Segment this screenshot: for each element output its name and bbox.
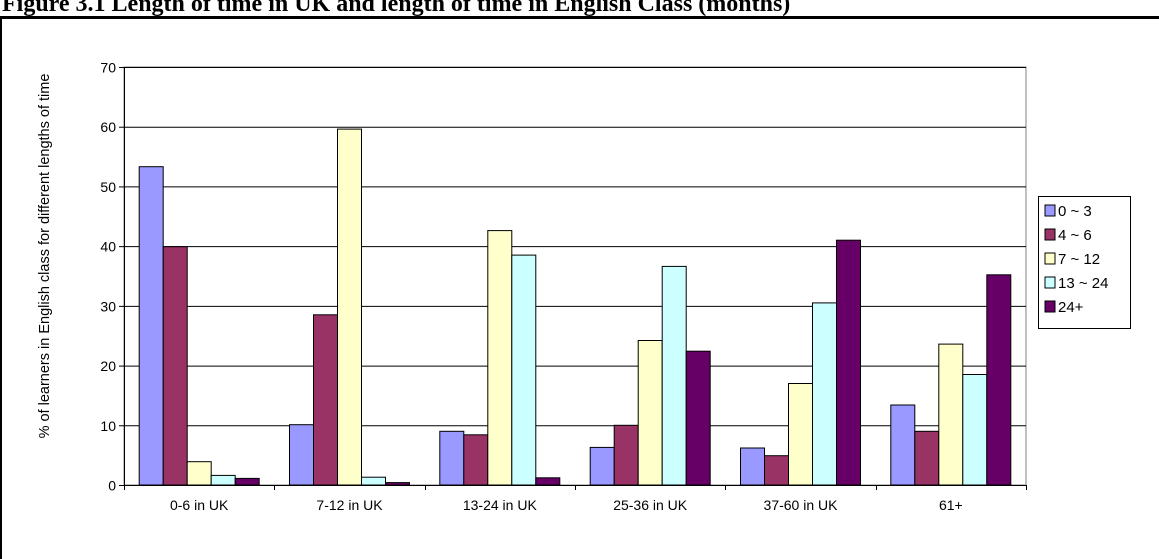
legend-swatch <box>1044 276 1056 289</box>
bar <box>337 128 362 486</box>
bar <box>661 265 687 486</box>
bar <box>685 350 711 486</box>
bar <box>740 447 765 486</box>
y-tick-label: 60 <box>100 119 116 135</box>
legend-swatch <box>1044 228 1056 241</box>
plot-background <box>123 66 1027 486</box>
x-tick-label: 7-12 in UK <box>316 497 383 513</box>
x-tick-label: 37-60 in UK <box>764 497 839 513</box>
bars <box>138 128 1012 486</box>
x-tick-label: 13-24 in UK <box>463 497 538 513</box>
bar <box>938 343 964 486</box>
bar <box>986 274 1012 486</box>
bar <box>361 476 386 486</box>
bar-chart: 0 10 20 30 40 50 60 70 0-6 in UK 7-12 in UK 13-24… <box>37 60 1131 513</box>
x-axis-ticks: 0-6 in UK 7-12 in UK 13-24 in UK 25-36 in U… <box>124 485 1027 513</box>
bar <box>890 404 916 486</box>
bar <box>535 477 561 486</box>
bar <box>812 302 837 486</box>
y-tick-label: 70 <box>100 60 116 76</box>
bar <box>962 374 988 486</box>
bar <box>613 424 639 486</box>
legend-swatch <box>1044 300 1056 313</box>
bar <box>439 430 465 486</box>
y-tick-label: 40 <box>100 239 116 255</box>
x-tick-label: 0-6 in UK <box>170 497 229 513</box>
bar <box>186 461 212 486</box>
legend-label: 7 ~ 12 <box>1058 251 1100 268</box>
y-tick-label: 30 <box>100 298 116 314</box>
bar <box>914 430 940 486</box>
bar <box>210 474 236 486</box>
bar <box>764 455 789 486</box>
bar <box>385 482 410 486</box>
bar <box>162 246 188 486</box>
y-axis-label: % of learners in English class for diffe… <box>37 74 53 439</box>
x-tick-label: 25-36 in UK <box>613 497 688 513</box>
y-tick-label: 50 <box>100 179 116 195</box>
y-tick-label: 20 <box>100 358 116 374</box>
y-tick-label: 0 <box>108 478 116 494</box>
bar <box>589 446 615 486</box>
bar <box>463 434 489 486</box>
legend-label: 24+ <box>1058 299 1084 316</box>
y-axis-ticks: 0 10 20 30 40 50 60 70 <box>100 60 124 494</box>
figure-title: Figure 3.1 Length of time in UK and leng… <box>2 0 791 17</box>
bar <box>138 166 164 486</box>
bar <box>788 383 813 486</box>
bar <box>487 230 513 486</box>
x-tick-label: 61+ <box>939 497 963 513</box>
legend-label: 0 ~ 3 <box>1058 203 1092 220</box>
chart-frame: 0 10 20 30 40 50 60 70 0-6 in UK 7-12 in UK 13-24… <box>0 16 1159 559</box>
legend-swatch <box>1044 204 1056 217</box>
bar <box>313 314 338 486</box>
bar <box>637 340 663 486</box>
y-tick-label: 10 <box>100 418 116 434</box>
bar <box>289 424 314 486</box>
bar <box>234 477 260 486</box>
legend-label: 13 ~ 24 <box>1058 275 1108 292</box>
legend-label: 4 ~ 6 <box>1058 227 1092 244</box>
legend-swatch <box>1044 252 1056 265</box>
bar <box>836 239 861 486</box>
legend: 0 ~ 3 4 ~ 6 7 ~ 12 13 ~ 24 24+ <box>1038 196 1131 329</box>
bar <box>511 254 537 486</box>
